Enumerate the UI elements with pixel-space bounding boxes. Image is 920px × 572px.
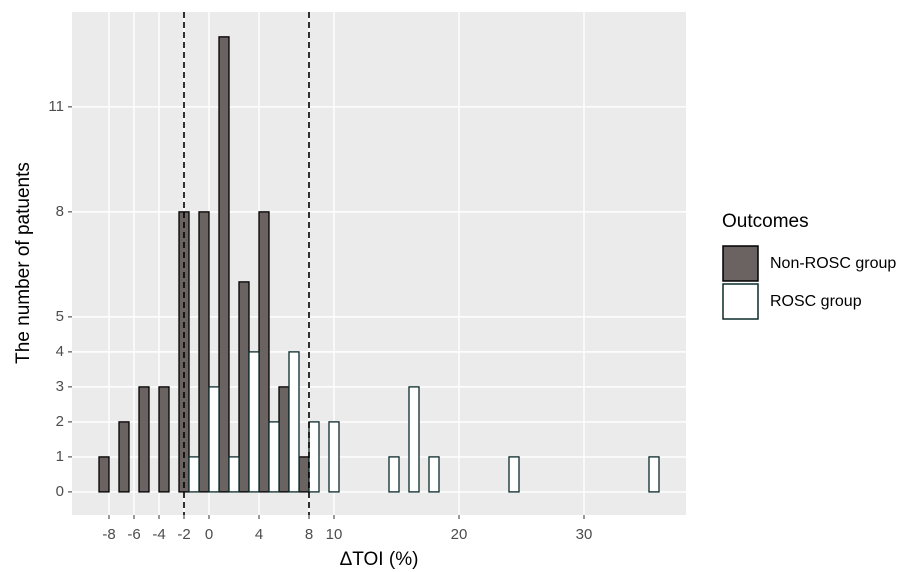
y-tick-label: 8	[56, 203, 64, 220]
y-tick-label: 1	[56, 448, 64, 465]
x-tick-label: 0	[205, 526, 213, 543]
x-tick-label: -4	[152, 526, 165, 543]
bar	[98, 456, 110, 493]
bar	[118, 421, 130, 493]
x-tick-label: 8	[305, 526, 313, 543]
x-tick-label: 4	[255, 526, 263, 543]
legend-label: Non-ROSC group	[770, 255, 896, 272]
bar	[508, 456, 520, 493]
bar	[268, 421, 280, 493]
x-tick-label: 30	[576, 526, 593, 543]
x-tick-label: -6	[127, 526, 140, 543]
bar	[428, 456, 440, 493]
bar	[218, 36, 230, 493]
y-tick-label: 0	[56, 483, 64, 500]
x-axis-title: ΔTOI (%)	[340, 549, 419, 570]
bar	[248, 351, 260, 493]
bar	[288, 351, 300, 493]
y-tick-label: 4	[56, 343, 64, 360]
bar	[258, 211, 270, 493]
bar	[278, 386, 290, 493]
bar	[298, 456, 310, 493]
bar	[408, 386, 420, 493]
legend-key	[722, 245, 759, 282]
bar	[228, 456, 240, 493]
x-tick-label: -8	[102, 526, 115, 543]
bar	[178, 211, 190, 493]
legend-title: Outcomes	[722, 211, 809, 232]
y-tick-label: 11	[48, 98, 64, 115]
x-tick-label: 20	[451, 526, 468, 543]
y-tick-label: 3	[56, 378, 64, 395]
bar	[238, 281, 250, 493]
y-tick-label: 2	[56, 413, 64, 430]
bar	[308, 421, 320, 493]
bar	[158, 386, 170, 493]
legend-label: ROSC group	[770, 293, 862, 310]
bar	[138, 386, 150, 493]
y-tick-label: 5	[56, 308, 64, 325]
bar	[648, 456, 660, 493]
bar	[188, 456, 200, 493]
x-tick-label: 10	[326, 526, 343, 543]
y-axis-title: The number of patuents	[13, 162, 34, 364]
bar	[388, 456, 400, 493]
bar	[208, 386, 220, 493]
bar	[198, 211, 210, 493]
bar	[328, 421, 340, 493]
x-tick-label: -2	[177, 526, 190, 543]
legend-key	[722, 283, 759, 320]
